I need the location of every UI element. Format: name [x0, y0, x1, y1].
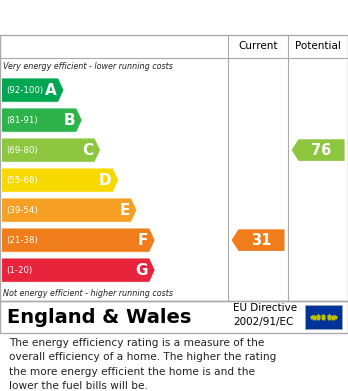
- Text: EU Directive
2002/91/EC: EU Directive 2002/91/EC: [233, 303, 297, 326]
- Text: E: E: [119, 203, 130, 218]
- Text: (1-20): (1-20): [6, 265, 32, 274]
- Polygon shape: [231, 229, 285, 251]
- Text: (81-91): (81-91): [6, 116, 38, 125]
- Bar: [304, 305, 342, 329]
- Polygon shape: [2, 108, 82, 132]
- Text: (39-54): (39-54): [6, 206, 38, 215]
- Text: D: D: [99, 172, 112, 188]
- Text: A: A: [45, 83, 57, 98]
- Text: Current: Current: [238, 41, 278, 52]
- Text: C: C: [82, 143, 93, 158]
- Text: (69-80): (69-80): [6, 145, 38, 154]
- Text: G: G: [135, 263, 148, 278]
- Text: (21-38): (21-38): [6, 236, 38, 245]
- Polygon shape: [2, 78, 64, 102]
- Text: Potential: Potential: [295, 41, 341, 52]
- Polygon shape: [292, 139, 345, 161]
- Text: England & Wales: England & Wales: [7, 308, 191, 326]
- Text: 76: 76: [311, 143, 332, 158]
- Text: Very energy efficient - lower running costs: Very energy efficient - lower running co…: [3, 62, 173, 71]
- Text: B: B: [63, 113, 75, 127]
- Text: Energy Efficiency Rating: Energy Efficiency Rating: [54, 9, 294, 27]
- Text: 31: 31: [251, 233, 272, 248]
- Polygon shape: [2, 258, 155, 282]
- Text: (55-68): (55-68): [6, 176, 38, 185]
- Polygon shape: [2, 198, 137, 222]
- Polygon shape: [2, 228, 155, 252]
- Polygon shape: [2, 138, 100, 162]
- Text: (92-100): (92-100): [6, 86, 43, 95]
- Text: Not energy efficient - higher running costs: Not energy efficient - higher running co…: [3, 289, 173, 298]
- Text: F: F: [138, 233, 148, 248]
- Polygon shape: [2, 168, 119, 192]
- Text: The energy efficiency rating is a measure of the
overall efficiency of a home. T: The energy efficiency rating is a measur…: [9, 338, 276, 391]
